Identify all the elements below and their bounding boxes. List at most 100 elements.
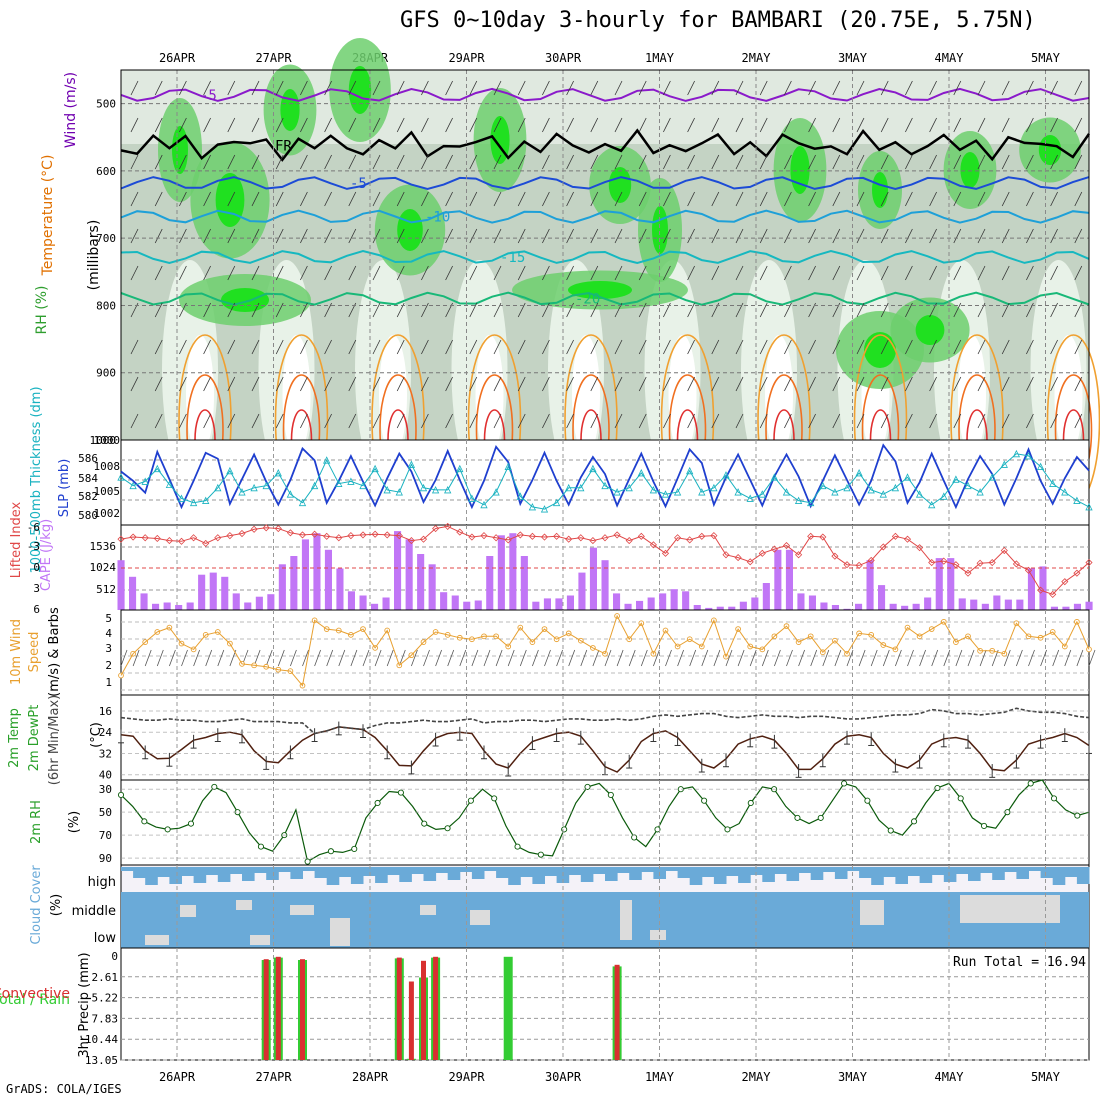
wind-barb	[711, 413, 720, 429]
wind-barb	[1026, 413, 1034, 429]
cape-bar	[255, 596, 263, 610]
wind-barb	[977, 80, 986, 96]
wind-barb	[663, 117, 671, 133]
cape-bar	[728, 606, 736, 610]
li-point	[1012, 560, 1020, 568]
footer-credit: GrADS: COLA/IGES	[6, 1082, 122, 1096]
cloud-high-bar	[1016, 867, 1029, 879]
wind-barb	[517, 228, 526, 244]
thickness-point	[286, 490, 295, 498]
li-point	[516, 531, 524, 539]
cape-bar	[716, 606, 724, 610]
cloud-level-label: middle	[72, 904, 116, 919]
cape-bar	[705, 607, 713, 610]
cape-bar	[924, 597, 932, 610]
li-point	[1073, 569, 1081, 577]
wind-barb	[590, 376, 599, 392]
thickness-point	[964, 481, 972, 490]
rh-frame	[120, 779, 1090, 866]
wind-barb	[300, 154, 308, 170]
wind-barb	[324, 154, 332, 170]
wind-barb	[130, 413, 139, 429]
wind-barb	[493, 154, 502, 170]
wind-barb	[130, 228, 139, 244]
date-label-bottom: 30APR	[545, 1070, 582, 1084]
wind-barb	[590, 191, 599, 207]
thickness-point	[758, 490, 766, 498]
cloud-high-bar	[399, 867, 412, 882]
rh-point	[374, 799, 381, 807]
thickness-point	[1073, 496, 1081, 504]
thickness-point	[686, 466, 694, 475]
rh-point	[141, 818, 148, 825]
rh-very-moist-area	[348, 66, 372, 114]
surface-wind-barb	[156, 649, 164, 667]
li-point	[311, 530, 319, 538]
wind-barb	[614, 339, 623, 355]
cape-bar	[912, 603, 920, 610]
wind-barb	[638, 413, 647, 429]
wind-barb	[711, 80, 720, 96]
wind-barb	[832, 117, 841, 133]
cape-bar	[451, 595, 459, 610]
thickness-tick-label: 580	[78, 509, 98, 522]
wind-barb	[251, 228, 260, 244]
wind-barb	[735, 413, 744, 429]
surface-wind-barb	[544, 649, 551, 667]
wind-barb	[638, 191, 647, 207]
surface-wind-barb	[846, 649, 854, 667]
cape-bar	[555, 598, 563, 610]
wind-barb	[130, 339, 139, 355]
cape-bar	[981, 603, 989, 610]
wind-barb	[856, 117, 865, 133]
wind-barb	[905, 413, 913, 429]
wind-barb	[154, 339, 163, 355]
cloud-high-bar	[459, 867, 473, 872]
cloud-gap	[180, 905, 196, 917]
wind-barb	[784, 413, 792, 429]
dry-core	[765, 335, 793, 455]
cloud-high-bar	[1004, 867, 1017, 872]
wind-barb	[638, 265, 647, 281]
wind-barb	[154, 80, 163, 96]
wind-barb	[638, 228, 647, 244]
cape-bar	[1073, 603, 1081, 610]
pressure-tick-label: 800	[96, 299, 116, 312]
surface-wind-barb	[1088, 649, 1096, 667]
cloud-high-bar	[992, 867, 1005, 880]
cloud-high-bar	[1028, 867, 1042, 871]
wind-barb	[445, 191, 453, 207]
li-point	[274, 524, 282, 533]
li-point	[540, 533, 549, 541]
wind-barb	[614, 376, 623, 392]
cape-bar	[947, 558, 955, 610]
wind-barb	[687, 302, 695, 318]
wind-barb	[1001, 80, 1010, 96]
cape-bar	[624, 603, 632, 610]
wind-barb	[905, 265, 913, 281]
wind-barb	[953, 80, 962, 96]
pressure-tick-label: 700	[96, 232, 116, 245]
wind-barb	[759, 339, 768, 355]
wind-barb	[953, 228, 962, 244]
pressure-tick-label: 500	[96, 98, 116, 111]
cloud-high-bar	[302, 867, 316, 871]
li-point	[831, 552, 839, 560]
cape-bar	[578, 572, 586, 610]
slp-ylabel: SLP (mb)	[57, 459, 72, 518]
thickness-point	[516, 492, 524, 500]
surface-wind-barb	[362, 649, 370, 667]
cape-bar	[278, 564, 286, 610]
surface-wind-barb	[919, 649, 926, 667]
surface-wind-barb	[519, 649, 527, 667]
wind-barb	[759, 117, 768, 133]
cloud-high-bar	[580, 867, 594, 882]
li-tick-label: 3	[33, 582, 40, 595]
thickness-point	[903, 473, 912, 481]
wind-barb	[856, 154, 865, 170]
wind-barb	[856, 191, 865, 207]
wind-barb	[1001, 154, 1010, 170]
wind-barb	[832, 376, 841, 392]
cape-bar	[221, 576, 229, 610]
precip-tick-label: 0	[111, 950, 118, 963]
